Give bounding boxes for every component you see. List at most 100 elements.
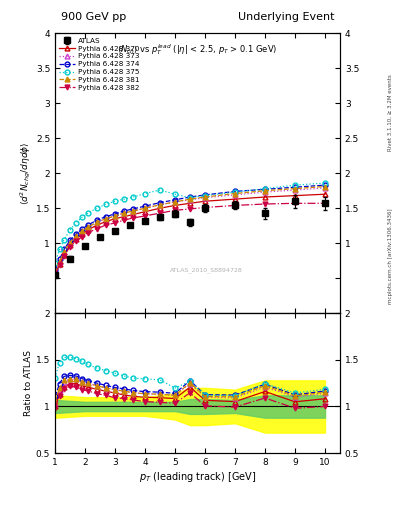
Line: Pythia 6.428 373: Pythia 6.428 373 — [53, 185, 327, 276]
Pythia 6.428 375 — [158, 187, 162, 193]
Text: mcplots.cern.ch [arXiv:1306.3436]: mcplots.cern.ch [arXiv:1306.3436] — [388, 208, 393, 304]
Pythia 6.428 373 — [62, 249, 66, 255]
Pythia 6.428 382 — [173, 207, 177, 214]
Pythia 6.428 374 — [80, 226, 84, 232]
Pythia 6.428 373 — [113, 213, 118, 219]
Pythia 6.428 374 — [143, 203, 147, 209]
Pythia 6.428 375 — [68, 227, 72, 233]
Pythia 6.428 382 — [104, 222, 108, 228]
Line: Pythia 6.428 374: Pythia 6.428 374 — [53, 183, 327, 273]
Pythia 6.428 373 — [122, 210, 127, 216]
Pythia 6.428 370 — [173, 202, 177, 208]
Pythia 6.428 382 — [203, 204, 208, 210]
Pythia 6.428 374 — [203, 192, 208, 198]
Pythia 6.428 374 — [62, 246, 66, 252]
Pythia 6.428 370 — [263, 194, 267, 200]
Pythia 6.428 373 — [68, 240, 72, 246]
Pythia 6.428 374 — [323, 182, 327, 188]
Pythia 6.428 374 — [68, 238, 72, 244]
Pythia 6.428 370 — [113, 216, 118, 222]
Pythia 6.428 370 — [323, 191, 327, 197]
Pythia 6.428 382 — [293, 200, 298, 206]
Pythia 6.428 375 — [53, 260, 57, 266]
Pythia 6.428 374 — [130, 206, 135, 212]
Pythia 6.428 375 — [57, 246, 62, 252]
Pythia 6.428 374 — [122, 208, 127, 214]
Pythia 6.428 382 — [263, 201, 267, 207]
Pythia 6.428 374 — [86, 222, 90, 228]
Pythia 6.428 375 — [104, 201, 108, 207]
Pythia 6.428 373 — [80, 228, 84, 234]
Pythia 6.428 382 — [130, 215, 135, 221]
Pythia 6.428 370 — [53, 271, 57, 278]
Pythia 6.428 375 — [73, 220, 78, 226]
Pythia 6.428 375 — [187, 195, 192, 201]
Line: Pythia 6.428 381: Pythia 6.428 381 — [53, 184, 327, 275]
Text: $\langle N_{ch}\rangle$ vs $p_T^{lead}$ ($|\eta|$ < 2.5, $p_T$ > 0.1 GeV): $\langle N_{ch}\rangle$ vs $p_T^{lead}$ … — [117, 41, 278, 57]
Pythia 6.428 381 — [62, 248, 66, 254]
Pythia 6.428 382 — [53, 272, 57, 279]
Pythia 6.428 370 — [203, 198, 208, 204]
Line: Pythia 6.428 382: Pythia 6.428 382 — [53, 201, 327, 278]
Pythia 6.428 381 — [173, 199, 177, 205]
Pythia 6.428 375 — [233, 189, 237, 195]
Pythia 6.428 381 — [95, 219, 99, 225]
Pythia 6.428 382 — [187, 206, 192, 212]
Pythia 6.428 373 — [130, 208, 135, 214]
Pythia 6.428 374 — [53, 267, 57, 273]
Pythia 6.428 381 — [113, 213, 118, 219]
Pythia 6.428 370 — [293, 193, 298, 199]
Pythia 6.428 374 — [187, 194, 192, 200]
Y-axis label: Ratio to ATLAS: Ratio to ATLAS — [24, 350, 33, 416]
Pythia 6.428 374 — [293, 184, 298, 190]
Pythia 6.428 374 — [158, 200, 162, 206]
Pythia 6.428 370 — [143, 209, 147, 215]
Text: Underlying Event: Underlying Event — [238, 12, 334, 22]
Pythia 6.428 381 — [57, 259, 62, 265]
Legend: ATLAS, Pythia 6.428 370, Pythia 6.428 373, Pythia 6.428 374, Pythia 6.428 375, P: ATLAS, Pythia 6.428 370, Pythia 6.428 37… — [58, 36, 141, 92]
Pythia 6.428 370 — [80, 231, 84, 237]
Pythia 6.428 373 — [86, 224, 90, 230]
Pythia 6.428 370 — [68, 242, 72, 248]
Line: Pythia 6.428 370: Pythia 6.428 370 — [53, 192, 327, 277]
Pythia 6.428 375 — [86, 210, 90, 216]
Pythia 6.428 381 — [233, 190, 237, 197]
Pythia 6.428 382 — [113, 220, 118, 226]
Pythia 6.428 382 — [233, 202, 237, 208]
Pythia 6.428 381 — [323, 183, 327, 189]
Pythia 6.428 374 — [113, 211, 118, 217]
Pythia 6.428 374 — [233, 188, 237, 195]
Pythia 6.428 375 — [203, 193, 208, 199]
Pythia 6.428 375 — [323, 180, 327, 186]
Pythia 6.428 381 — [293, 185, 298, 191]
Pythia 6.428 381 — [158, 202, 162, 208]
Pythia 6.428 373 — [73, 233, 78, 239]
Pythia 6.428 382 — [95, 225, 99, 231]
Text: Rivet 3.1.10, ≥ 3.2M events: Rivet 3.1.10, ≥ 3.2M events — [388, 74, 393, 151]
Pythia 6.428 381 — [53, 269, 57, 275]
Pythia 6.428 373 — [104, 216, 108, 222]
Pythia 6.428 381 — [187, 196, 192, 202]
Pythia 6.428 373 — [57, 259, 62, 265]
Y-axis label: $\langle d^2 N_{chg}/d\eta d\phi\rangle$: $\langle d^2 N_{chg}/d\eta d\phi\rangle$ — [18, 141, 33, 205]
Pythia 6.428 382 — [68, 244, 72, 250]
Pythia 6.428 374 — [104, 214, 108, 220]
Pythia 6.428 370 — [95, 222, 99, 228]
Pythia 6.428 370 — [233, 196, 237, 202]
Pythia 6.428 382 — [62, 253, 66, 259]
Pythia 6.428 382 — [86, 229, 90, 236]
Pythia 6.428 375 — [95, 205, 99, 211]
Pythia 6.428 381 — [203, 194, 208, 200]
Pythia 6.428 382 — [143, 213, 147, 219]
Pythia 6.428 373 — [203, 195, 208, 201]
Pythia 6.428 381 — [130, 208, 135, 214]
Pythia 6.428 373 — [95, 219, 99, 225]
Pythia 6.428 373 — [293, 187, 298, 193]
Text: ATLAS_2010_S8894728: ATLAS_2010_S8894728 — [170, 267, 242, 273]
Text: 900 GeV pp: 900 GeV pp — [61, 12, 126, 22]
Pythia 6.428 373 — [173, 199, 177, 205]
Pythia 6.428 370 — [62, 252, 66, 258]
Pythia 6.428 370 — [122, 214, 127, 220]
Pythia 6.428 370 — [57, 261, 62, 267]
Pythia 6.428 381 — [68, 240, 72, 246]
